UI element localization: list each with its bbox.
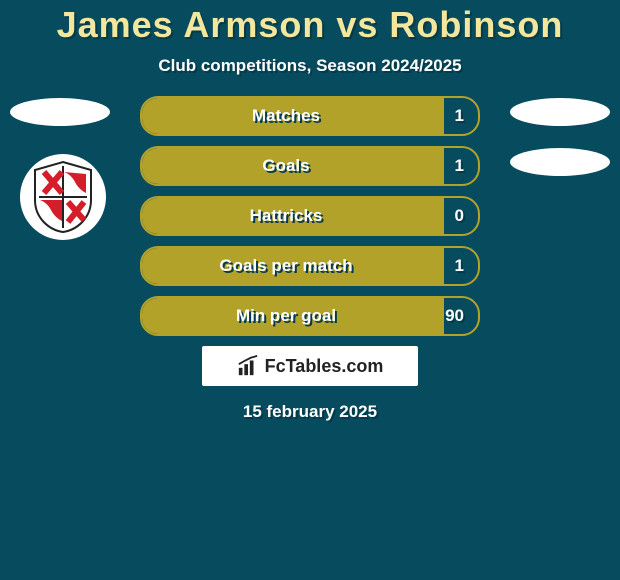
- page-subtitle: Club competitions, Season 2024/2025: [0, 56, 620, 76]
- stat-row: Goals per match 1: [140, 246, 480, 286]
- decor-ellipse-right-2: [510, 148, 610, 176]
- brand-box: FcTables.com: [202, 346, 418, 386]
- bar-chart-icon: [237, 355, 259, 377]
- stat-row-value: 90: [445, 298, 464, 334]
- stat-row: Goals 1: [140, 146, 480, 186]
- stat-row-value: 0: [455, 198, 464, 234]
- shield-icon: [31, 160, 95, 234]
- stat-row-value: 1: [455, 248, 464, 284]
- stat-row: Matches 1: [140, 96, 480, 136]
- stat-row: Hattricks 0: [140, 196, 480, 236]
- decor-ellipse-right-1: [510, 98, 610, 126]
- brand-text: FcTables.com: [265, 356, 384, 377]
- stat-row-label: Matches: [142, 98, 430, 134]
- decor-ellipse-left: [10, 98, 110, 126]
- stat-row-label: Goals: [142, 148, 430, 184]
- club-badge: [20, 154, 106, 240]
- stats-area: Matches 1 Goals 1 Hattricks 0 Goals per match 1…: [0, 96, 620, 336]
- stat-rows: Matches 1 Goals 1 Hattricks 0 Goals per match 1…: [140, 96, 480, 336]
- stat-row-label: Min per goal: [142, 298, 430, 334]
- stat-row-label: Hattricks: [142, 198, 430, 234]
- stat-row-label: Goals per match: [142, 248, 430, 284]
- stat-row: Min per goal 90: [140, 296, 480, 336]
- date-text: 15 february 2025: [0, 402, 620, 422]
- stat-row-value: 1: [455, 148, 464, 184]
- page-title: James Armson vs Robinson: [0, 0, 620, 46]
- stat-row-value: 1: [455, 98, 464, 134]
